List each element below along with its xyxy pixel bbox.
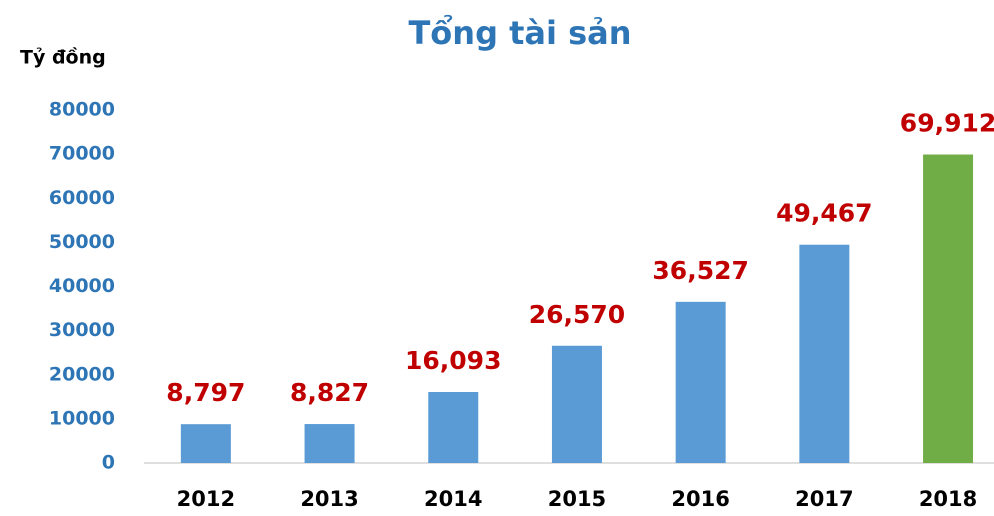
- bar: [675, 301, 726, 463]
- bar: [799, 244, 850, 463]
- value-label: 16,093: [405, 346, 501, 375]
- x-tick-label: 2013: [300, 487, 358, 511]
- y-tick-label: 60000: [49, 187, 115, 209]
- y-tick-label: 40000: [49, 275, 115, 297]
- value-label: 49,467: [776, 199, 872, 228]
- value-label: 69,912: [900, 109, 994, 138]
- y-tick-label: 10000: [49, 407, 115, 429]
- x-tick-label: 2018: [919, 487, 977, 511]
- y-tick-label: 20000: [49, 363, 115, 385]
- y-tick-label: 50000: [49, 231, 115, 253]
- bar: [923, 154, 974, 463]
- y-axis-label: Tỷ đồng: [20, 46, 106, 69]
- x-tick-label: 2014: [424, 487, 482, 511]
- bar: [180, 424, 231, 463]
- x-tick-label: 2016: [671, 487, 729, 511]
- value-label: 8,797: [166, 378, 245, 407]
- x-tick-label: 2017: [795, 487, 853, 511]
- y-tick-label: 80000: [49, 99, 115, 121]
- y-tick-label: 0: [102, 452, 115, 474]
- bar: [304, 424, 355, 463]
- x-tick-label: 2015: [548, 487, 606, 511]
- chart-title: Tổng tài sản: [408, 14, 631, 52]
- y-tick-label: 70000: [49, 143, 115, 165]
- value-label: 26,570: [529, 300, 625, 329]
- value-label: 36,527: [652, 256, 748, 285]
- value-label: 8,827: [290, 378, 369, 407]
- bar: [551, 345, 602, 463]
- y-tick-label: 30000: [49, 319, 115, 341]
- bar: [428, 391, 479, 463]
- x-tick-label: 2012: [177, 487, 235, 511]
